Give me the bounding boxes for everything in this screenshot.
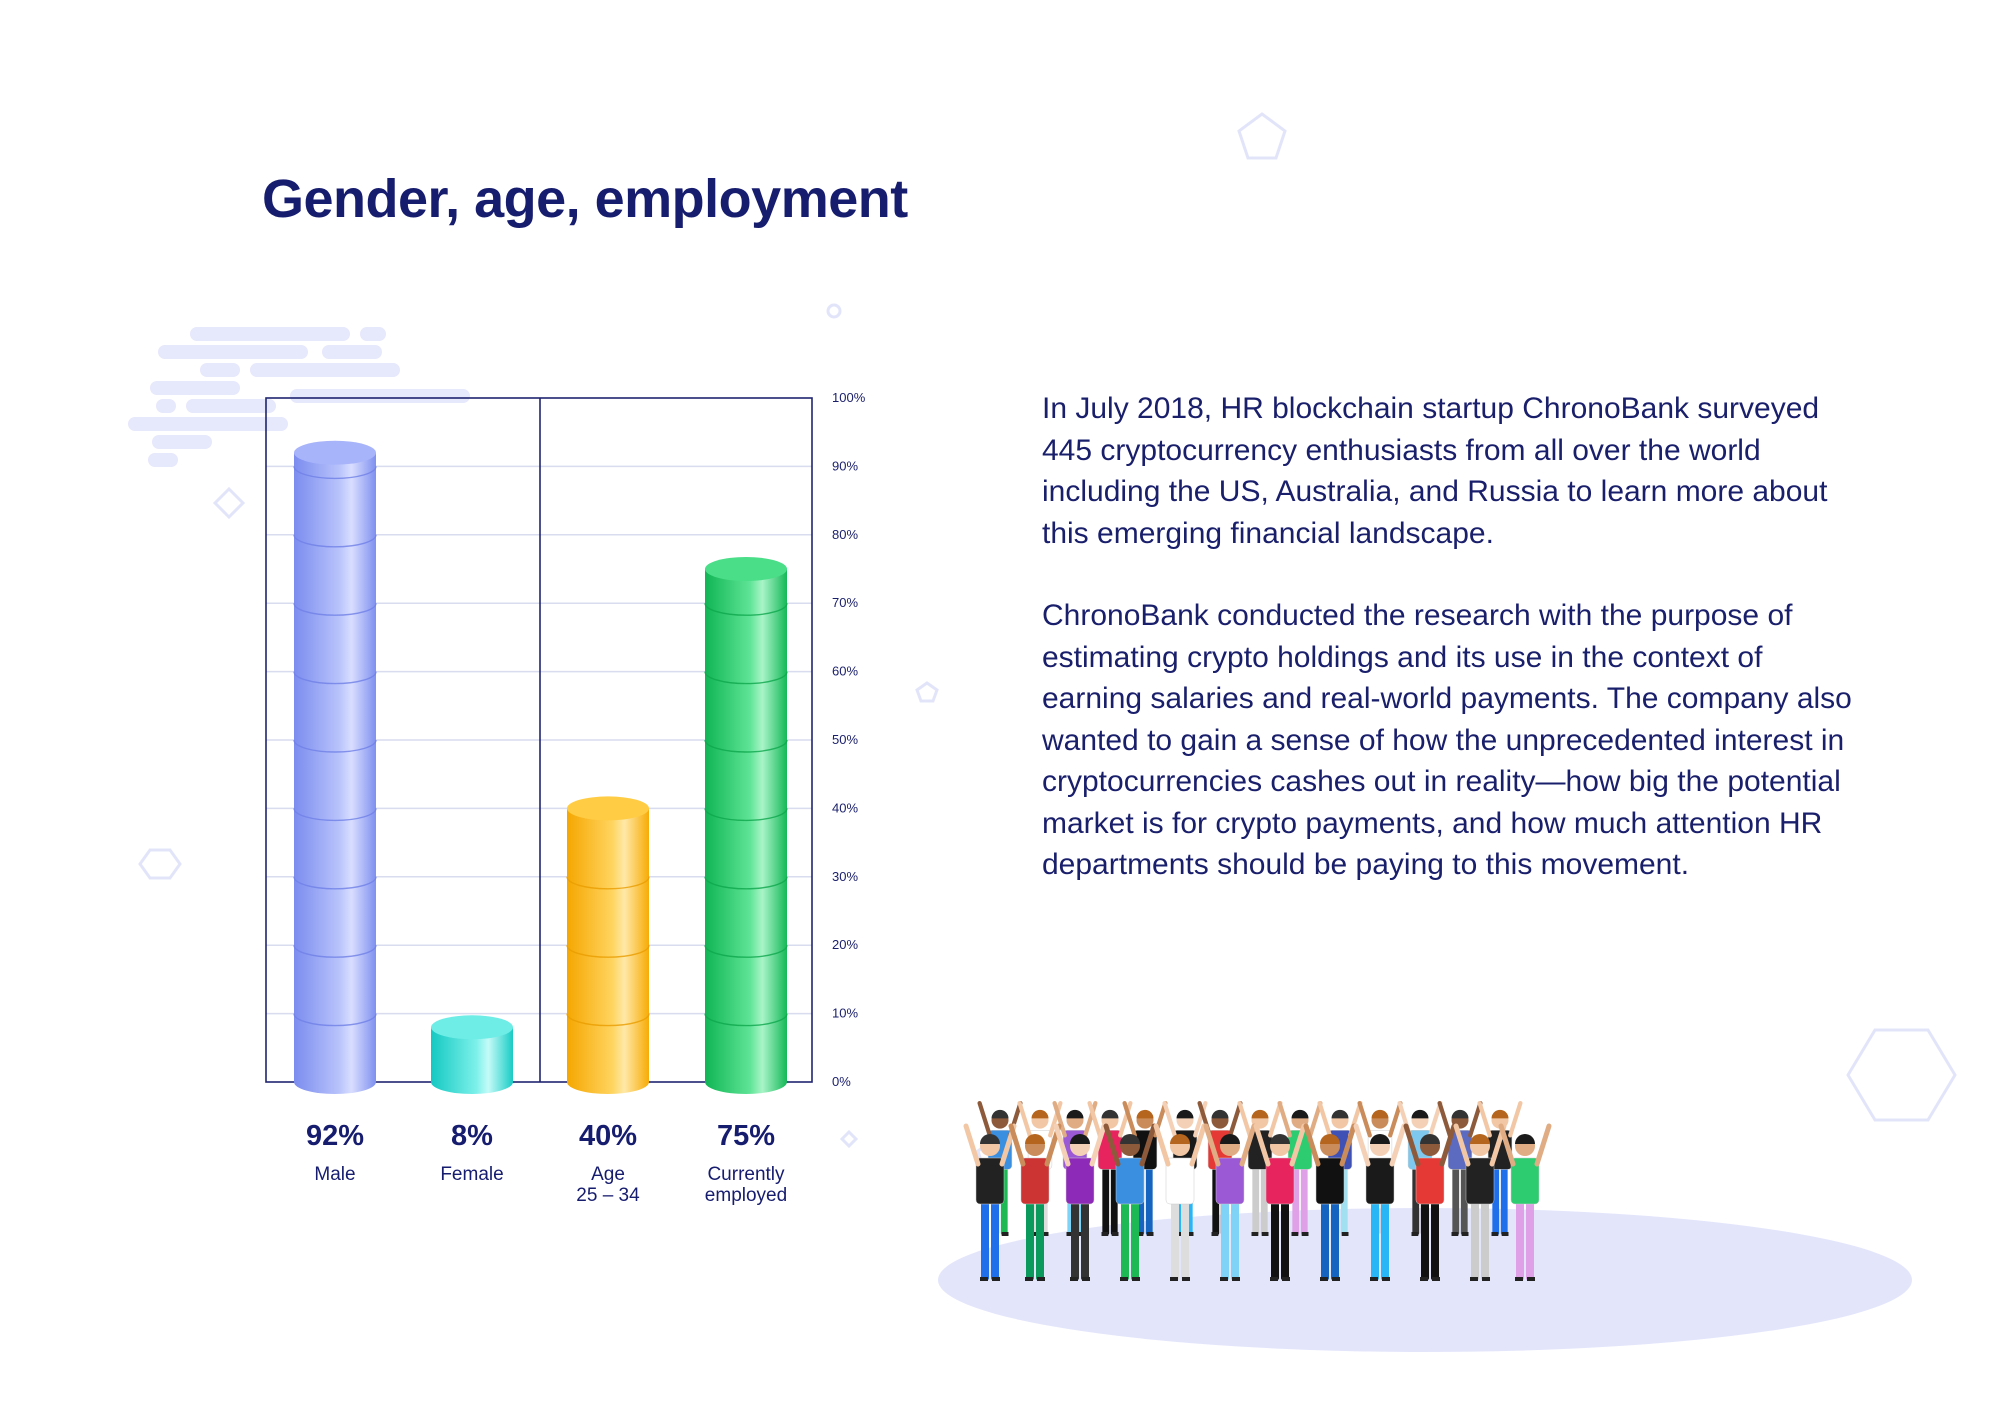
category-label: Age	[591, 1164, 625, 1185]
person-figure	[1277, 1100, 1323, 1236]
person-figure	[1053, 1123, 1107, 1281]
category-label: Male	[314, 1164, 355, 1185]
body-paragraph-1: In July 2018, HR blockchain startup Chro…	[1042, 392, 1828, 550]
bar-ring	[293, 876, 377, 890]
y-tick-label: 30%	[832, 869, 858, 884]
person-figure	[1203, 1123, 1257, 1281]
value-label: 75%	[717, 1120, 775, 1152]
person-figure	[1008, 1123, 1062, 1281]
bar-ring	[293, 808, 377, 822]
category-label: Currently	[707, 1164, 785, 1185]
value-label: 92%	[306, 1120, 364, 1152]
bar-body	[705, 569, 787, 1094]
y-axis-ticks: 0% 10% 20% 30% 40% 50% 60% 70% 80% 90% 100%	[832, 390, 866, 1089]
value-label: 8%	[451, 1120, 493, 1152]
people-crowd-illustration	[963, 1100, 1552, 1281]
y-tick-label: 70%	[832, 595, 858, 610]
person-figure	[1153, 1123, 1207, 1281]
body-text: In July 2018, HR blockchain startup Chro…	[1042, 388, 1852, 927]
bar-ring	[566, 876, 650, 890]
bar-body	[567, 808, 649, 1094]
bar-ring	[293, 671, 377, 685]
y-tick-label: 90%	[832, 458, 858, 473]
bar-ring	[704, 603, 788, 616]
y-tick-label: 10%	[832, 1006, 858, 1021]
bar-ring	[704, 671, 788, 685]
bar-ring	[293, 466, 377, 480]
bar-currently-employed	[704, 557, 788, 1094]
y-tick-label: 20%	[832, 937, 858, 952]
bar-body	[294, 452, 376, 1095]
page-title: Gender, age, employment	[262, 169, 908, 229]
pentagon-decoration	[1237, 112, 1287, 160]
hexagon-large-decoration	[1846, 1028, 1957, 1122]
category-label: 25 – 34	[576, 1185, 640, 1206]
person-figure	[1303, 1123, 1357, 1281]
bar-top	[294, 440, 376, 465]
bar-ring	[704, 739, 788, 753]
speed-lines-decoration	[128, 327, 470, 467]
bar-ring	[293, 739, 377, 753]
chart-bars	[293, 440, 788, 1095]
hexagon-decoration	[138, 848, 182, 880]
y-tick-label: 40%	[832, 800, 858, 815]
category-label: employed	[705, 1185, 787, 1206]
bar-male	[293, 440, 377, 1095]
pentagon-small-decoration	[915, 681, 939, 703]
bar-top	[705, 557, 787, 581]
bar-chart: 0% 10% 20% 30% 40% 50% 60% 70% 80% 90% 100% 92% Mal…	[265, 390, 866, 1206]
bar-ring	[566, 1013, 650, 1027]
person-figure	[1103, 1123, 1157, 1281]
diamond-small-decoration	[839, 1129, 859, 1149]
plot-frame	[265, 397, 813, 1083]
person-figure	[1237, 1100, 1283, 1236]
bar-ring	[704, 1013, 788, 1027]
y-tick-label: 60%	[832, 664, 858, 679]
y-tick-label: 50%	[832, 732, 858, 747]
person-figure	[1498, 1123, 1552, 1281]
bar-ring	[704, 876, 788, 890]
person-figure	[1353, 1123, 1407, 1281]
y-tick-label: 80%	[832, 527, 858, 542]
bar-ring	[293, 603, 377, 616]
bar-ring	[293, 534, 377, 548]
person-figure	[1253, 1123, 1307, 1281]
body-paragraph-2: ChronoBank conducted the research with t…	[1042, 599, 1852, 881]
diamond-decoration	[212, 486, 246, 520]
bar-body	[431, 1027, 513, 1094]
bar-ring	[704, 808, 788, 822]
y-tick-label: 100%	[832, 390, 866, 405]
bar-ring	[704, 945, 788, 958]
person-figure	[1403, 1123, 1457, 1281]
category-label: Female	[440, 1164, 503, 1185]
bar-ring	[293, 945, 377, 958]
bar-female	[431, 1015, 513, 1094]
value-label: 40%	[579, 1120, 637, 1152]
y-tick-label: 0%	[832, 1074, 851, 1089]
bar-top	[567, 796, 649, 821]
bar-ring	[293, 1013, 377, 1027]
bar-age-25-34	[566, 796, 650, 1094]
bar-ring	[566, 945, 650, 958]
bar-top	[431, 1015, 513, 1040]
circle-decoration	[826, 303, 842, 319]
